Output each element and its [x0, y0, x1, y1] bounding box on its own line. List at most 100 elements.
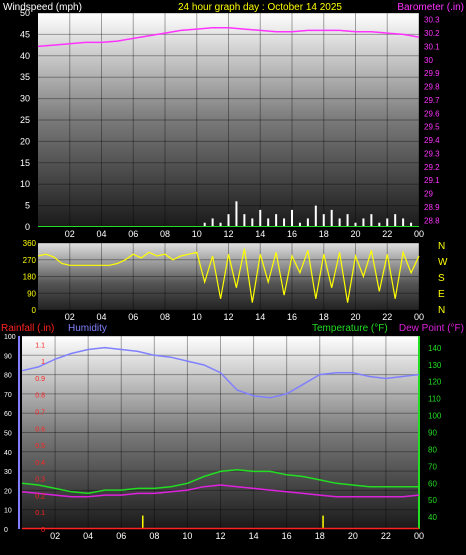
- temperature-axis-title: Temperature (°F): [312, 323, 388, 334]
- barometer-tick-label: 29.9: [424, 69, 440, 78]
- windspeed-bar: [378, 222, 381, 227]
- rainfall-bar: [142, 515, 144, 529]
- marks-layer: [18, 26, 420, 530]
- barometer-tick-label: 29.1: [424, 176, 440, 185]
- temperature-tick-label: 50: [428, 496, 437, 505]
- windspeed-bar: [330, 209, 333, 227]
- direction-tick-label: 90: [27, 289, 36, 298]
- windspeed-bar: [235, 201, 238, 227]
- compass-label: N: [438, 241, 445, 252]
- humidity-tick-label: 100: [4, 334, 16, 341]
- x-tick-label: 08: [160, 229, 170, 239]
- rainfall-tick-label: 1.1: [35, 342, 45, 349]
- barometer-tick-label: 28.8: [424, 216, 440, 225]
- humidity-axis-title: Humidity: [68, 323, 107, 334]
- x-tick-label: 00: [414, 531, 424, 541]
- humidity-tick-label: 20: [4, 488, 12, 495]
- x-tick-label: 02: [50, 531, 60, 541]
- windspeed-tick-label: 50: [20, 8, 30, 18]
- windspeed-bar: [251, 218, 254, 227]
- x-tick-label: 12: [215, 531, 225, 541]
- windspeed-tick-label: 45: [20, 29, 30, 39]
- temperature-line: [21, 468, 419, 495]
- x-tick-label: 10: [182, 531, 192, 541]
- windspeed-bar: [219, 222, 222, 227]
- barometer-tick-label: 29.6: [424, 109, 440, 118]
- direction-tick-label: 180: [23, 273, 37, 282]
- x-tick-label: 08: [149, 531, 159, 541]
- rainfall-tick-label: 0.8: [35, 393, 45, 400]
- windspeed-bar: [354, 222, 357, 227]
- windspeed-bar: [243, 214, 246, 227]
- rainfall-tick-label: 0.7: [35, 410, 45, 417]
- barometer-tick-label: 30.2: [424, 29, 440, 38]
- barometer-tick-label: 30.3: [424, 16, 440, 25]
- windspeed-tick-label: 30: [20, 94, 30, 104]
- barometer-tick-label: 29.4: [424, 136, 440, 145]
- windspeed-bar: [402, 218, 405, 227]
- windspeed-bar: [410, 222, 413, 227]
- x-tick-label: 20: [350, 229, 360, 239]
- barometer-tick-label: 29.8: [424, 83, 440, 92]
- x-tick-label: 12: [223, 229, 233, 239]
- x-tick-label: 08: [160, 312, 170, 322]
- x-tick-label: 12: [223, 312, 233, 322]
- humidity-tick-label: 60: [4, 411, 12, 418]
- windspeed-bar: [322, 214, 325, 227]
- windspeed-bar: [298, 222, 301, 227]
- rainfall-tick-label: 0.1: [35, 510, 45, 517]
- windspeed-bar: [227, 214, 230, 227]
- rainfall-tick-label: 0: [41, 527, 45, 534]
- windspeed-bar: [283, 218, 286, 227]
- x-tick-label: 10: [192, 312, 202, 322]
- rainfall-tick-label: 1: [41, 359, 45, 366]
- rainfall-tick-label: 0.6: [35, 426, 45, 433]
- x-tick-label: 18: [319, 229, 329, 239]
- humidity-tick-label: 10: [4, 508, 12, 515]
- x-tick-label: 00: [414, 229, 424, 239]
- windspeed-bar: [394, 214, 397, 227]
- windspeed-tick-label: 40: [20, 51, 30, 61]
- x-tick-label: 16: [287, 229, 297, 239]
- x-tick-label: 20: [348, 531, 358, 541]
- x-tick-label: 20: [350, 312, 360, 322]
- temperature-tick-label: 100: [428, 412, 442, 421]
- windspeed-bar: [211, 218, 214, 227]
- windspeed-bar: [291, 209, 293, 227]
- windspeed-bar: [362, 218, 365, 227]
- rainfall-tick-label: 0.9: [35, 376, 45, 383]
- temperature-tick-label: 70: [428, 462, 437, 471]
- windspeed-bar: [259, 209, 262, 227]
- barometer-tick-label: 28.9: [424, 203, 440, 212]
- windspeed-tick-label: 25: [20, 115, 30, 125]
- x-tick-label: 16: [287, 312, 297, 322]
- windspeed-tick-label: 0: [25, 222, 30, 232]
- temperature-tick-label: 120: [428, 378, 442, 387]
- compass-label: E: [438, 289, 445, 300]
- x-tick-label: 02: [65, 312, 75, 322]
- temperature-tick-label: 80: [428, 445, 437, 454]
- windspeed-bar: [386, 218, 389, 227]
- x-tick-label: 22: [381, 531, 391, 541]
- rainfall-tick-label: 0.5: [35, 443, 45, 450]
- x-tick-label: 00: [414, 312, 424, 322]
- chart-title: 24 hour graph day : October 14 2025: [178, 2, 342, 13]
- x-tick-label: 14: [249, 531, 259, 541]
- barometer-tick-label: 29.3: [424, 149, 440, 158]
- x-tick-label: 22: [382, 229, 392, 239]
- dewpoint-axis-title: Dew Point (°F): [399, 323, 464, 334]
- windspeed-bar: [338, 218, 341, 227]
- wind-barometer-plot-area: [38, 13, 419, 227]
- rainfall-axis-title: Rainfall (.in): [1, 323, 54, 334]
- x-tick-label: 14: [255, 312, 265, 322]
- barometer-tick-label: 29.7: [424, 96, 440, 105]
- humidity-tick-label: 80: [4, 373, 12, 380]
- windspeed-bar: [267, 218, 270, 227]
- windspeed-bar: [203, 222, 206, 227]
- x-tick-label: 16: [282, 531, 292, 541]
- x-tick-label: 04: [83, 531, 93, 541]
- x-tick-label: 06: [116, 531, 126, 541]
- tick-labels-layer: 02 04 06 08 10 12 14 16 18 20 22 000510152025303540…: [4, 8, 448, 541]
- direction-tick-label: 0: [32, 306, 37, 315]
